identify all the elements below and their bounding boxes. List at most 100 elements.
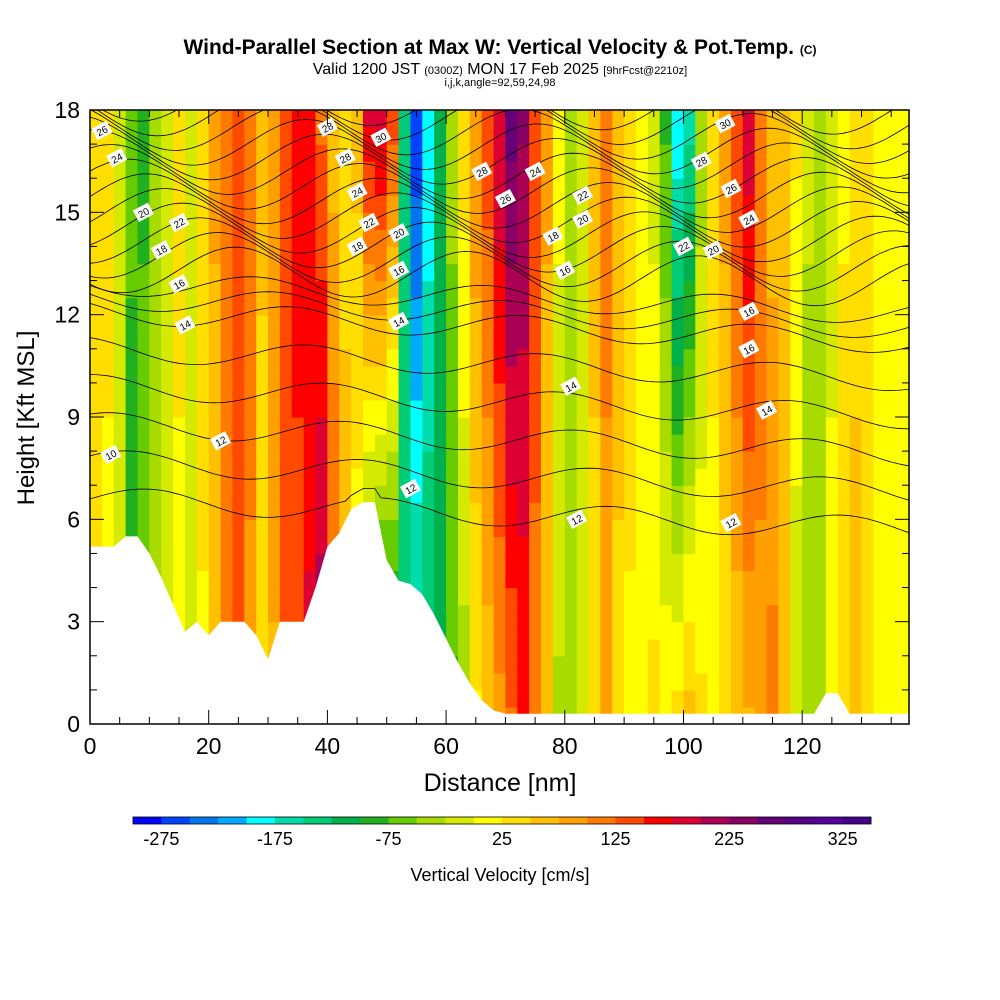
w-cell [897,212,909,230]
w-cell [434,280,447,299]
w-cell [113,195,127,213]
w-cell [398,502,412,520]
w-cell [659,434,673,452]
w-cell [315,536,328,555]
w-cell [185,519,198,537]
w-cell [719,434,732,452]
w-cell [790,161,803,179]
w-cell [695,434,708,452]
w-cell [268,536,281,555]
w-cell [825,655,839,674]
w-cell [256,144,269,162]
w-cell [849,604,863,623]
w-cell [339,468,352,486]
w-cell [161,519,174,537]
w-cell [600,638,613,657]
w-cell [719,621,732,640]
w-cell [885,672,898,691]
w-cell [671,382,685,401]
w-cell [505,689,518,708]
w-cell [90,434,103,452]
w-cell [659,331,673,350]
w-cell [196,229,210,248]
w-cell [208,178,222,196]
w-cell [469,263,483,282]
w-cell [885,638,898,657]
w-cell [339,195,352,213]
w-cell [351,297,364,316]
w-cell [636,417,649,435]
w-cell [469,519,483,537]
contour-label: 28 [471,161,493,182]
w-cell [552,621,566,640]
w-cell [647,672,661,691]
w-cell [837,553,851,572]
colorbar-swatch [814,817,843,824]
w-cell [458,144,471,162]
w-cell [469,553,483,572]
w-cell [541,672,554,691]
w-cell [232,382,245,401]
w-cell [564,314,578,333]
w-cell [208,417,222,435]
w-cell [244,178,257,196]
w-cell [232,314,245,333]
w-cell [837,297,851,316]
w-cell [315,178,328,196]
w-cell [849,587,863,606]
w-cell [647,144,661,162]
w-cell [719,502,732,520]
w-cell [386,212,400,230]
w-cell [731,468,744,486]
w-cell [481,451,495,469]
w-cell [790,451,803,469]
contour-label-bg [346,236,368,257]
w-cell [778,178,791,196]
w-cell [576,161,590,179]
w-cell [422,536,435,555]
w-cell [624,212,637,230]
w-cell [446,348,459,367]
w-cell [659,638,673,657]
w-cell [363,195,376,213]
w-cell [244,127,257,145]
w-cell [790,485,803,503]
w-cell [291,127,305,145]
w-cell [885,314,898,333]
w-cell [374,417,388,435]
w-cell [185,451,198,469]
w-cell [208,536,222,555]
w-cell [778,502,791,520]
w-cell [790,110,803,128]
contour-label-bg [756,400,778,420]
w-cell [268,519,281,537]
w-cell [268,178,281,196]
w-cell [161,331,174,350]
w-cell [564,468,578,486]
w-cell [588,144,601,162]
w-cell [588,553,601,572]
w-cell [303,570,317,589]
w-cell [303,229,317,248]
w-cell [885,485,898,503]
w-cell [636,161,649,179]
w-cell [647,587,661,606]
w-cell [897,672,909,691]
w-cell [731,672,744,691]
w-cell [790,280,803,299]
w-cell [659,485,673,503]
w-cell [861,434,874,452]
w-cell [137,502,150,520]
contour-label-text: 28 [695,155,710,170]
w-cell [647,485,661,503]
w-cell [837,280,851,299]
w-cell [683,178,696,196]
w-cell [849,468,863,486]
w-cell [897,604,909,623]
w-cell [517,417,530,435]
w-cell [731,331,744,350]
contour-label: 24 [524,161,546,182]
w-cell [196,434,210,452]
w-cell [422,263,435,282]
contour-label: 30 [714,113,736,134]
